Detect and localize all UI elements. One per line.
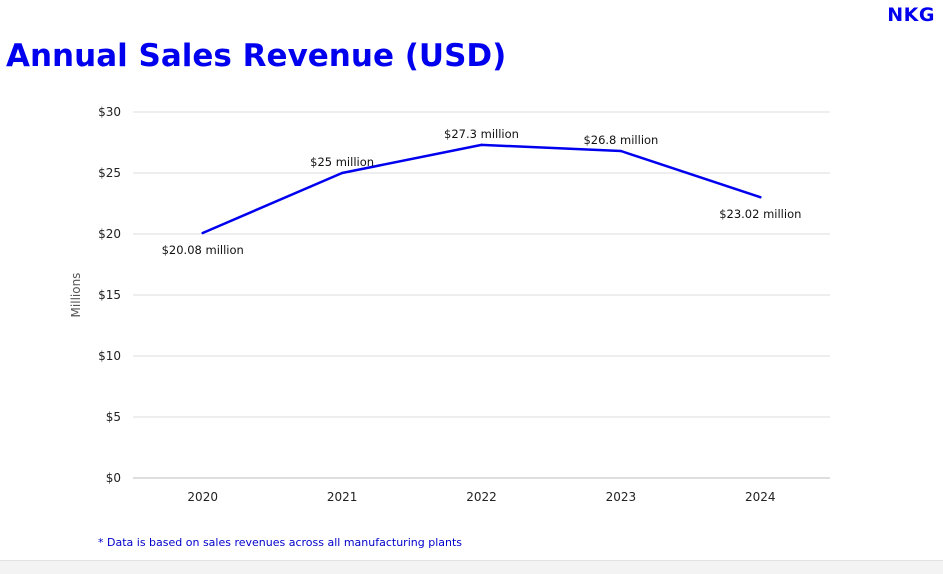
data-point <box>340 171 344 175</box>
footnote: * Data is based on sales revenues across… <box>98 536 463 549</box>
series-lines <box>201 143 762 235</box>
data-point <box>759 195 762 199</box>
data-label: $26.8 million <box>583 133 658 147</box>
series-line <box>201 143 762 235</box>
y-tick-label: $25 <box>98 166 121 180</box>
data-point <box>619 149 623 153</box>
data-label: $23.02 million <box>719 207 801 221</box>
data-label: $27.3 million <box>444 127 519 141</box>
brand-logo: NKG <box>887 4 935 26</box>
x-tick-label: 2020 <box>187 490 218 504</box>
window-bottom-bar <box>0 560 943 574</box>
revenue-line-chart: $0 $5 $10 $15 $20 $25 $30 2020 2021 2022 2023 2024… <box>69 105 830 504</box>
x-tick-label: 2024 <box>745 490 776 504</box>
y-tick-label: $10 <box>98 349 121 363</box>
y-tick-label: $20 <box>98 227 121 241</box>
data-labels: $20.08 million $25 million $27.3 million $2… <box>162 127 802 257</box>
gridlines <box>133 111 830 479</box>
x-tick-label: 2021 <box>327 490 358 504</box>
x-tick-label: 2023 <box>606 490 637 504</box>
data-label: $25 million <box>310 155 374 169</box>
y-axis-title: Millions <box>69 273 83 318</box>
data-point <box>201 231 204 235</box>
data-point <box>480 143 483 147</box>
data-label: $20.08 million <box>162 243 244 257</box>
y-axis-ticks: $0 $5 $10 $15 $20 $25 $30 <box>98 105 121 485</box>
y-tick-label: $5 <box>106 410 121 424</box>
x-axis-ticks: 2020 2021 2022 2023 2024 <box>187 490 775 504</box>
x-tick-label: 2022 <box>466 490 497 504</box>
y-tick-label: $0 <box>106 471 121 485</box>
y-tick-label: $15 <box>98 288 121 302</box>
chart-title: Annual Sales Revenue (USD) <box>6 38 507 74</box>
y-tick-label: $30 <box>98 105 121 119</box>
